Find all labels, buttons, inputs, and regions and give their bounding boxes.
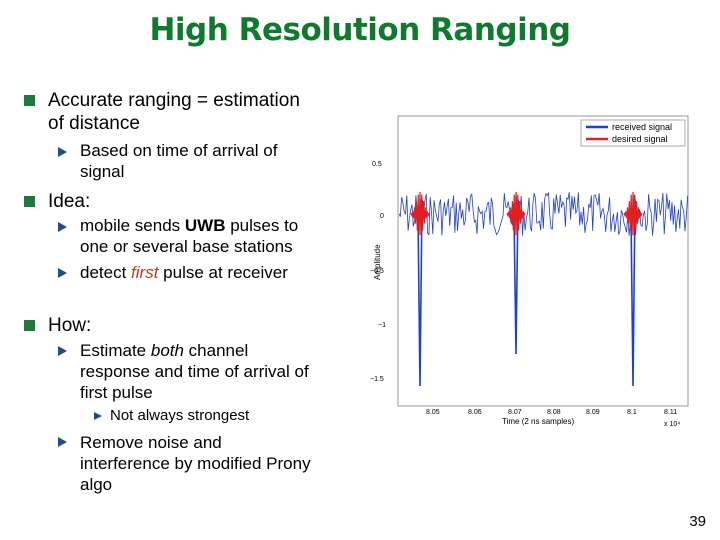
bullet-line: Accurate ranging = estimation	[48, 90, 300, 111]
bullet-line: Based on time of arrival of	[80, 141, 278, 160]
y-tick-label: −1.5	[370, 376, 384, 383]
y-axis-label: Amplitude	[373, 244, 382, 280]
bullet-triangle-icon	[94, 412, 102, 420]
plot-legend: received signal desired signal	[580, 119, 686, 147]
text-run: mobile sends	[80, 216, 185, 235]
text-run: pulses to	[225, 216, 299, 235]
bullet-idea: Idea:	[48, 191, 91, 212]
sub-sub-bullet-not-strongest: Not always strongest	[110, 407, 250, 424]
x-tick-label: 8.1	[627, 409, 637, 416]
legend-desired-label: desired signal	[612, 134, 668, 144]
y-tick-label: −1	[378, 322, 386, 329]
sub-bullet-prony: Remove noise and interference by modifie…	[80, 432, 311, 495]
sub-bullet-time-of-arrival: Based on time of arrival of signal	[80, 140, 277, 182]
x-tick-label: 8.05	[426, 409, 440, 416]
waveform-group	[398, 191, 688, 387]
bullet-triangle-icon	[58, 268, 67, 278]
text-run-emph: both	[150, 341, 184, 360]
x-tick-label: 8.07	[508, 409, 522, 416]
bullet-square-icon	[24, 320, 35, 331]
text-run-bold: UWB	[184, 216, 226, 235]
x-tick-label: 8.09	[586, 409, 600, 416]
text-run: pulse at receiver	[158, 263, 288, 282]
x-tick-label: 8.08	[547, 409, 561, 416]
bullet-line: one or several base stations	[80, 237, 293, 256]
bullet-line: of distance	[48, 113, 140, 134]
received-signal-trace	[398, 191, 688, 236]
slide-title: High Resolution Ranging	[149, 12, 571, 48]
page-number: 39	[689, 513, 706, 530]
plot-frame	[397, 115, 689, 407]
bullet-accurate-ranging: Accurate ranging = estimation of distanc…	[48, 89, 300, 135]
signal-plot: received signal desired signal 0.5 0 −0.…	[370, 115, 689, 428]
desired-signal-burst	[410, 191, 430, 236]
sub-bullet-first-pulse: detect first pulse at receiver	[80, 262, 288, 283]
legend-box	[580, 119, 686, 147]
bullet-line: algo	[80, 475, 113, 494]
bullet-triangle-icon	[58, 222, 67, 232]
text-run: detect	[80, 263, 132, 282]
bullet-triangle-icon	[58, 346, 67, 356]
desired-signal-burst	[623, 191, 643, 236]
bullet-line: Remove noise and	[80, 433, 222, 452]
bullet-line: signal	[80, 162, 125, 181]
text-run-emph: first	[131, 263, 159, 282]
bullet-line: response and time of arrival of	[80, 362, 309, 381]
bullet-triangle-icon	[58, 147, 67, 157]
bullet-square-icon	[24, 196, 35, 207]
x-tick-label: 8.11	[664, 409, 677, 416]
bullet-line: mobile sends UWB pulses to	[80, 215, 298, 236]
x-axis-label: Time (2 ns samples)	[502, 417, 575, 426]
y-tick-label: 0.5	[372, 161, 382, 168]
sub-bullet-estimate: Estimate both channel response and time …	[80, 340, 309, 403]
sub-bullet-uwb-pulses: mobile sends UWB pulses to one or severa…	[80, 215, 298, 257]
x-axis-multiplier: x 10⁴	[664, 421, 680, 428]
bullet-triangle-icon	[58, 437, 67, 447]
bullet-line: interference by modified Prony	[80, 454, 311, 473]
bullet-how: How:	[48, 315, 92, 336]
bullet-line: first pulse	[80, 383, 153, 402]
y-tick-label: −0.5	[370, 268, 384, 275]
desired-signal-burst	[506, 191, 526, 236]
legend-received-label: received signal	[612, 122, 672, 132]
text-run: channel	[183, 341, 249, 360]
text-run: Estimate	[80, 341, 151, 360]
bullet-square-icon	[24, 95, 35, 106]
bullet-line: Estimate both channel	[80, 340, 309, 361]
y-tick-label: 0	[380, 213, 384, 220]
signal-figure: received signal desired signal 0.5 0 −0.…	[368, 108, 698, 430]
x-tick-label: 8.06	[468, 409, 482, 416]
